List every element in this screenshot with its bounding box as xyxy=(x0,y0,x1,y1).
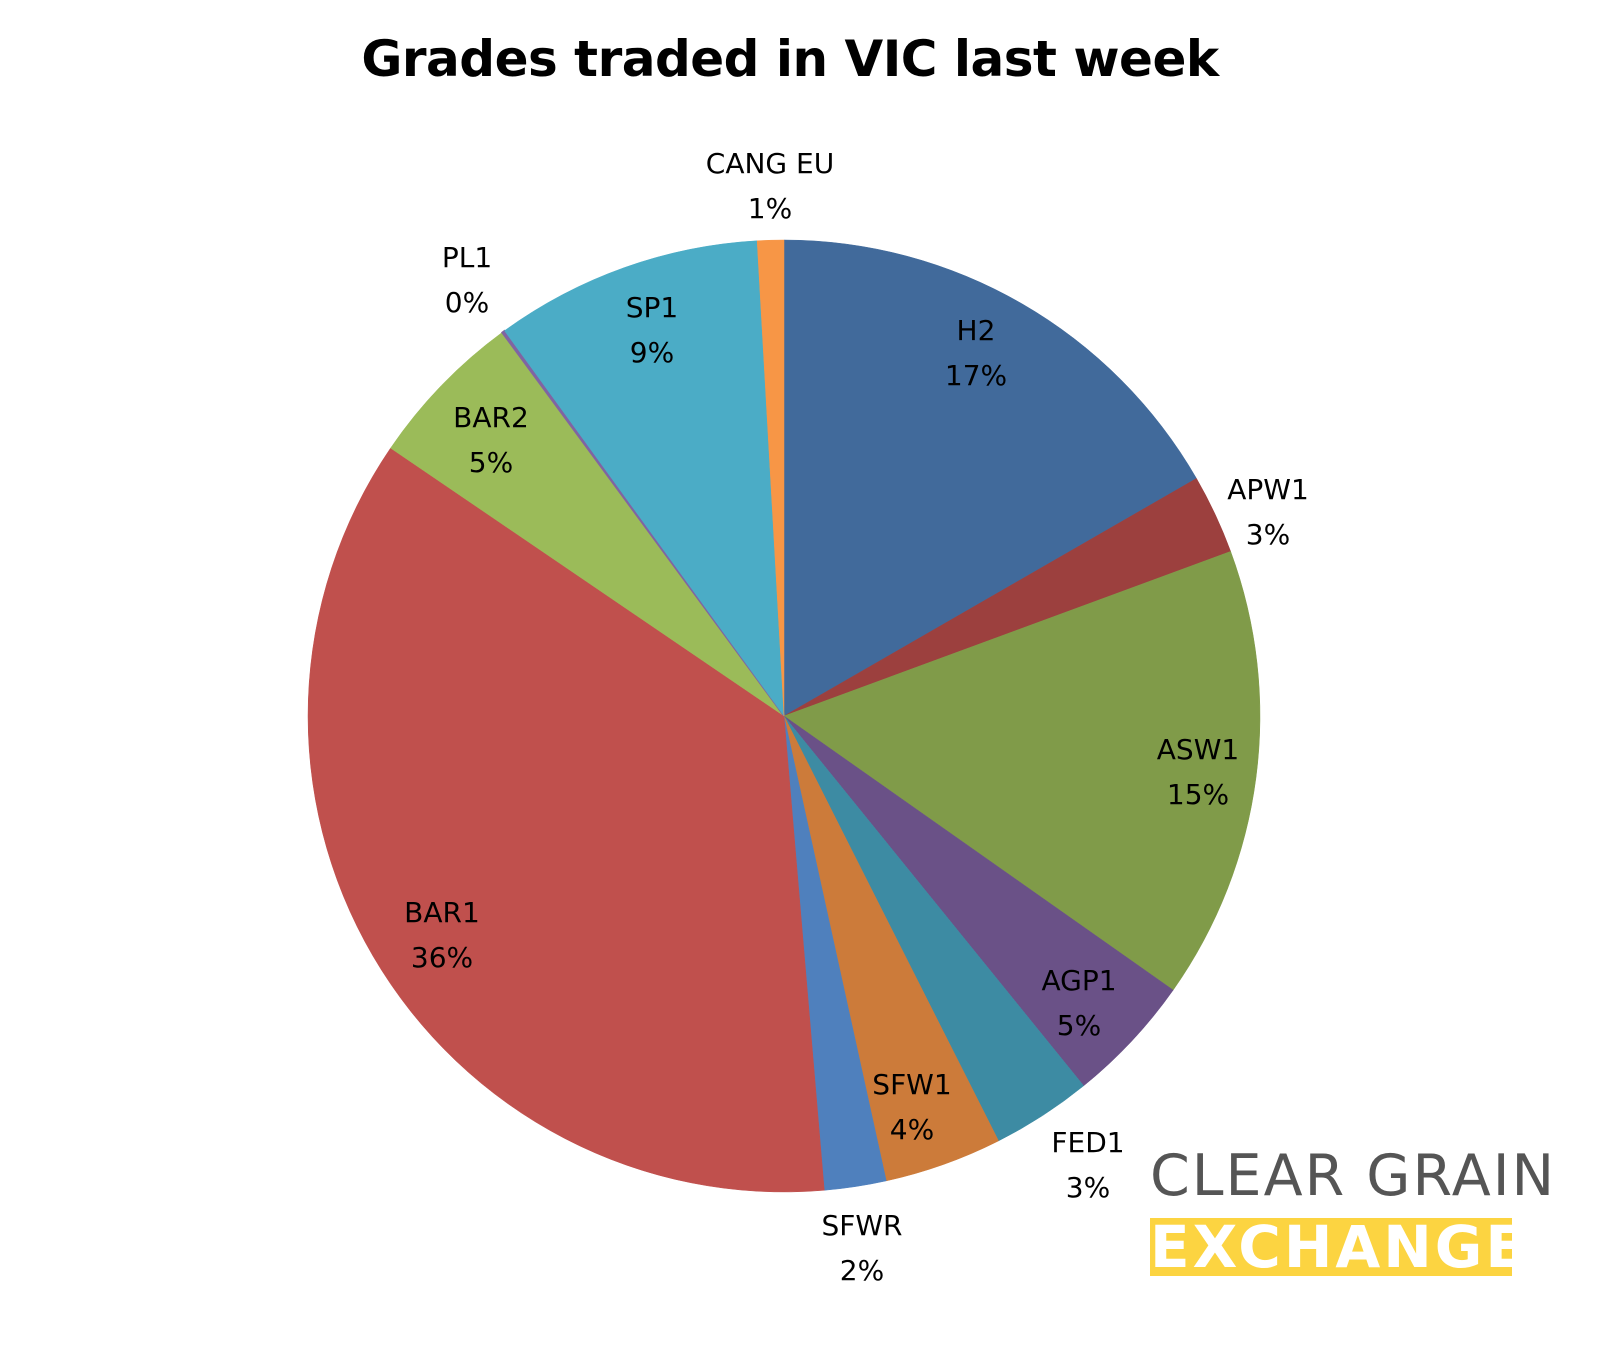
label-cang-eu: CANG EU 1% xyxy=(705,147,835,225)
label-agp1: AGP1 5% xyxy=(1041,964,1117,1042)
label-sp1: SP1 9% xyxy=(625,291,679,369)
clear-grain-exchange-logo: CLEAR GRAIN EXCHANGE xyxy=(1150,1140,1557,1276)
label-sfwr: SFWR 2% xyxy=(821,1209,903,1287)
label-fed1: FED1 3% xyxy=(1051,1126,1125,1204)
label-asw1: ASW1 15% xyxy=(1156,733,1240,811)
label-h2: H2 17% xyxy=(944,314,1008,392)
label-bar1: BAR1 36% xyxy=(404,896,480,974)
slice-bar1 xyxy=(307,447,825,1193)
label-bar2: BAR2 5% xyxy=(453,401,529,479)
slice-sp1 xyxy=(504,240,785,717)
label-sfw1: SFW1 4% xyxy=(872,1068,952,1146)
logo-line2: EXCHANGE xyxy=(1150,1218,1512,1276)
slice-h2 xyxy=(783,239,1197,717)
slice-bar2 xyxy=(390,332,785,717)
slice-cang-eu xyxy=(756,239,785,717)
label-apw1: APW1 3% xyxy=(1227,473,1309,551)
label-pl1: PL1 0% xyxy=(441,241,493,319)
chart-title: Grades traded in VIC last week xyxy=(361,30,1219,88)
logo-line1: CLEAR GRAIN xyxy=(1150,1143,1557,1209)
slice-asw1 xyxy=(783,551,1261,991)
